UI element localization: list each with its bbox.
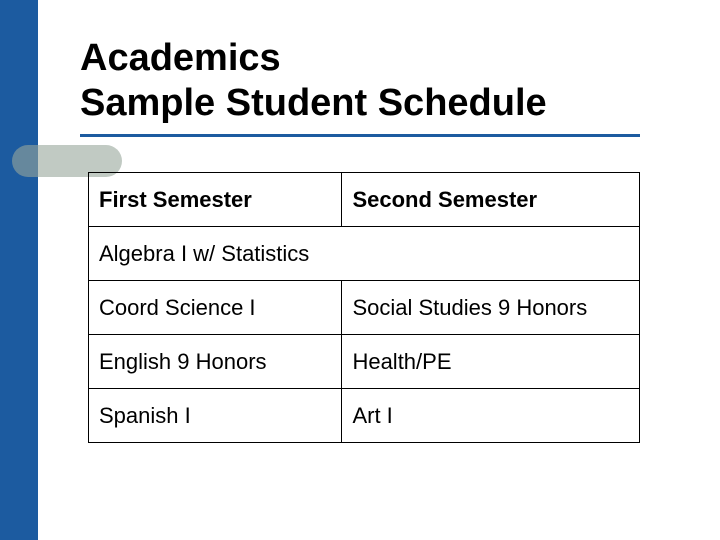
slide-title: Academics Sample Student Schedule [80,36,670,126]
column-header-first-semester: First Semester [89,173,342,227]
cell-first-semester: English 9 Honors [89,335,342,389]
cell-second-semester: Art I [342,389,640,443]
cell-first-semester: Spanish I [89,389,342,443]
schedule-table: First Semester Second Semester Algebra I… [88,172,640,443]
title-line-1: Academics [80,36,670,81]
cell-first-semester: Coord Science I [89,281,342,335]
table-row: Algebra I w/ Statistics [89,227,640,281]
cell-spanning-course: Algebra I w/ Statistics [89,227,640,281]
title-underline [80,134,640,137]
table-row: Spanish I Art I [89,389,640,443]
table-row: Coord Science I Social Studies 9 Honors [89,281,640,335]
column-header-second-semester: Second Semester [342,173,640,227]
cell-second-semester: Social Studies 9 Honors [342,281,640,335]
table-row: English 9 Honors Health/PE [89,335,640,389]
title-line-2: Sample Student Schedule [80,81,670,126]
cell-second-semester: Health/PE [342,335,640,389]
slide-side-bar [0,0,38,540]
table-header-row: First Semester Second Semester [89,173,640,227]
